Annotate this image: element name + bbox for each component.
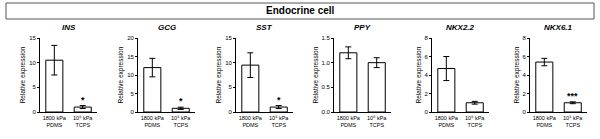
svg-text:Relative expression: Relative expression xyxy=(215,46,223,103)
svg-text:0.5: 0.5 xyxy=(322,84,331,90)
svg-text:1800 kPaPDMS: 1800 kPaPDMS xyxy=(43,115,67,128)
svg-text:5: 5 xyxy=(131,91,135,97)
svg-text:5: 5 xyxy=(33,84,37,90)
svg-text:8: 8 xyxy=(425,35,429,41)
svg-text:1.5: 1.5 xyxy=(322,35,331,41)
svg-text:10⁶ kPaTCPS: 10⁶ kPaTCPS xyxy=(563,115,583,128)
svg-text:15: 15 xyxy=(29,35,36,41)
svg-text:1800 kPaPDMS: 1800 kPaPDMS xyxy=(533,115,557,128)
svg-text:10⁶ kPaTCPS: 10⁶ kPaTCPS xyxy=(465,115,485,128)
svg-text:Endocrine cell: Endocrine cell xyxy=(266,5,335,16)
svg-text:GCG: GCG xyxy=(158,23,176,32)
svg-text:10: 10 xyxy=(29,60,36,66)
svg-text:0: 0 xyxy=(229,109,233,115)
svg-text:0: 0 xyxy=(523,109,527,115)
svg-text:*: * xyxy=(81,95,85,105)
svg-text:***: *** xyxy=(567,91,578,101)
svg-text:1800 kPaPDMS: 1800 kPaPDMS xyxy=(435,115,459,128)
svg-text:10: 10 xyxy=(225,60,232,66)
svg-text:4: 4 xyxy=(523,72,527,78)
svg-text:10: 10 xyxy=(127,72,134,78)
svg-text:Relative expression: Relative expression xyxy=(513,46,521,103)
svg-text:20: 20 xyxy=(127,35,134,41)
svg-text:NKX2.2: NKX2.2 xyxy=(446,23,475,32)
svg-text:15: 15 xyxy=(225,35,232,41)
svg-text:5: 5 xyxy=(229,84,233,90)
svg-text:8: 8 xyxy=(523,35,527,41)
svg-text:0: 0 xyxy=(131,109,135,115)
svg-text:NKX6.1: NKX6.1 xyxy=(544,23,573,32)
svg-text:0.0: 0.0 xyxy=(322,109,331,115)
svg-text:2: 2 xyxy=(523,91,527,97)
svg-text:1800 kPaPDMS: 1800 kPaPDMS xyxy=(337,115,361,128)
svg-text:2: 2 xyxy=(425,91,429,97)
svg-text:1800 kPaPDMS: 1800 kPaPDMS xyxy=(141,115,165,128)
svg-text:INS: INS xyxy=(62,23,76,32)
svg-text:6: 6 xyxy=(523,54,527,60)
svg-text:0: 0 xyxy=(33,109,37,115)
svg-text:1800 kPaPDMS: 1800 kPaPDMS xyxy=(239,115,263,128)
svg-text:PPY: PPY xyxy=(354,23,371,32)
svg-text:10⁶ kPaTCPS: 10⁶ kPaTCPS xyxy=(171,115,191,128)
svg-text:6: 6 xyxy=(425,54,429,60)
svg-text:10⁶ kPaTCPS: 10⁶ kPaTCPS xyxy=(73,115,93,128)
svg-text:Relative expression: Relative expression xyxy=(312,46,320,103)
svg-text:0: 0 xyxy=(425,109,429,115)
svg-text:Relative expression: Relative expression xyxy=(19,46,27,103)
svg-text:4: 4 xyxy=(425,72,429,78)
svg-text:1.0: 1.0 xyxy=(322,60,331,66)
svg-text:10⁶ kPaTCPS: 10⁶ kPaTCPS xyxy=(269,115,289,128)
svg-text:SST: SST xyxy=(256,23,273,32)
svg-text:10⁶ kPaTCPS: 10⁶ kPaTCPS xyxy=(367,115,387,128)
svg-text:15: 15 xyxy=(127,54,134,60)
svg-text:Relative expression: Relative expression xyxy=(415,46,423,103)
svg-text:*: * xyxy=(179,96,183,106)
svg-text:*: * xyxy=(277,95,281,105)
svg-text:Relative expression: Relative expression xyxy=(117,46,125,103)
